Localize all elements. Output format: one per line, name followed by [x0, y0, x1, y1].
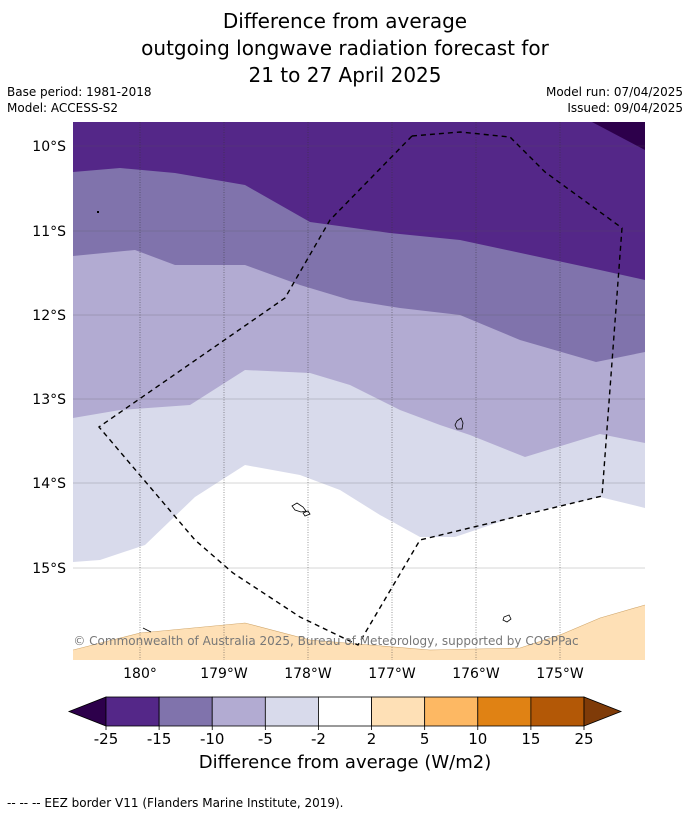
colorbar-title: Difference from average (W/m2) [198, 752, 492, 773]
island [142, 627, 152, 633]
colorbar-tick-label: 5 [420, 730, 430, 748]
longitude-label: 178°W [284, 666, 332, 682]
colorbar-tick-label: 2 [367, 730, 377, 748]
band-plus-2 [73, 605, 645, 660]
latitude-label: 15°S [32, 561, 66, 577]
colorbar-tick-label: -5 [258, 730, 273, 748]
eez-border [97, 131, 623, 646]
colorbar-segment [530, 696, 585, 727]
longitude-label: 180° [123, 666, 157, 682]
model-name: Model: ACCESS-S2 [7, 101, 119, 115]
colorbar-segment [158, 696, 213, 727]
island [291, 502, 307, 513]
band-below-minus-25 [592, 122, 645, 150]
meta-left: Base period: 1981-2018 Model: ACCESS-S2 [7, 84, 152, 116]
latitude-label: 11°S [32, 224, 66, 240]
colorbar-segment [371, 696, 426, 727]
colorbar-tick-label: -25 [94, 730, 119, 748]
island [97, 211, 99, 213]
islands [97, 211, 512, 633]
colorbar-extend-high [583, 696, 623, 727]
colorbar-segment [477, 696, 532, 727]
colorbar-tick-label: 15 [521, 730, 540, 748]
island [302, 510, 311, 517]
colorbar-tick-label: 10 [468, 730, 487, 748]
latitude-labels: 10°S 11°S 12°S 13°S 14°S 15°S [32, 139, 66, 577]
graticule [73, 122, 645, 660]
colorbar: -25 -15 -10 -5 -2 2 5 10 15 25 [67, 696, 623, 748]
meta-right: Model run: 07/04/2025 Issued: 09/04/2025 [546, 84, 683, 116]
latitude-label: 13°S [32, 392, 66, 408]
colorbar-segment [424, 696, 479, 727]
anomaly-field [73, 122, 645, 660]
latitude-label: 14°S [32, 476, 66, 492]
longitude-label: 179°W [200, 666, 248, 682]
title-line-3: 21 to 27 April 2025 [248, 63, 442, 87]
colorbar-segment [105, 696, 160, 727]
model-run: Model run: 07/04/2025 [545, 85, 683, 99]
colorbar-segment [211, 696, 266, 727]
latitude-label: 10°S [32, 139, 66, 155]
longitude-label: 175°W [536, 666, 584, 682]
longitude-label: 177°W [368, 666, 416, 682]
colorbar-segment [264, 696, 319, 727]
issued-date: Issued: 09/04/2025 [567, 101, 683, 115]
map-title: Difference from average outgoing longwav… [0, 8, 690, 89]
copyright-text: © Commonwealth of Australia 2025, Bureau… [73, 634, 578, 648]
eez-footnote: -- -- -- EEZ border V11 (Flanders Marine… [7, 796, 344, 810]
title-line-2: outgoing longwave radiation forecast for [141, 36, 549, 60]
longitude-labels: 180° 179°W 178°W 177°W 176°W 175°W [123, 666, 584, 682]
island [454, 417, 464, 430]
latitude-label: 12°S [32, 308, 66, 324]
colorbar-tick-label: -10 [200, 730, 225, 748]
base-period: Base period: 1981-2018 [7, 85, 152, 99]
band-minus-25 [73, 122, 645, 280]
colorbar-segment [318, 696, 372, 727]
colorbar-tick-label: -15 [147, 730, 172, 748]
colorbar-tick-label: -2 [311, 730, 326, 748]
title-line-1: Difference from average [222, 9, 468, 33]
colorbar-tick-label: 25 [574, 730, 593, 748]
longitude-label: 176°W [452, 666, 500, 682]
island [502, 614, 512, 623]
colorbar-extend-low [67, 696, 107, 727]
